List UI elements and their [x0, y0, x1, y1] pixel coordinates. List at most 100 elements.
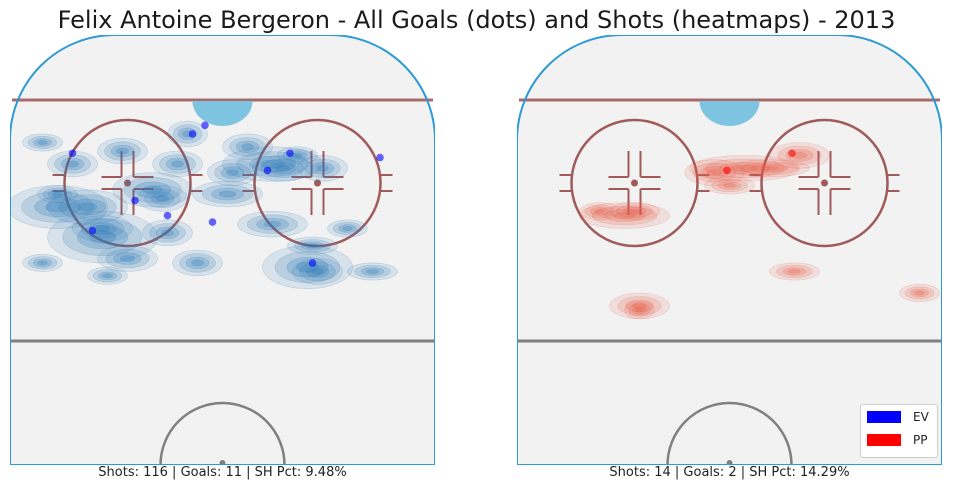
- heatmap-contour: [347, 262, 398, 281]
- heatmap-contour: [311, 268, 324, 275]
- heatmap-contour: [707, 169, 723, 176]
- heatmap-contour: [260, 159, 285, 169]
- legend-label-pp: PP: [913, 433, 928, 447]
- heatmap-contour: [37, 140, 48, 145]
- rink-pp-panel: [517, 35, 942, 465]
- heatmap-contour: [776, 265, 813, 278]
- heatmap-contour: [899, 284, 940, 302]
- heatmap-contour: [579, 202, 670, 229]
- heatmap-contour: [717, 181, 742, 190]
- heatmap-contour: [616, 204, 653, 218]
- heatmap-contour: [256, 217, 289, 231]
- heatmap-contour: [327, 219, 368, 238]
- goal-point: [376, 153, 384, 162]
- heatmap-contour: [123, 177, 182, 203]
- heatmap-contour: [97, 245, 158, 272]
- rink-ev-panel: [10, 35, 435, 465]
- heatmap-contour: [584, 204, 615, 218]
- heatmap-contour: [37, 185, 78, 204]
- heatmap-contour: [47, 211, 158, 264]
- heatmap-contour: [274, 164, 290, 172]
- heatmap-contour: [579, 202, 620, 221]
- goal-point: [188, 130, 197, 138]
- heatmap-contour: [47, 189, 67, 199]
- heatmap-contour: [150, 192, 175, 205]
- heatmap-contour: [133, 181, 172, 199]
- legend-swatch-ev: [867, 411, 901, 423]
- heatmap-contour: [260, 158, 305, 178]
- heatmap-contour: [622, 207, 647, 216]
- heatmap-contour: [723, 183, 736, 188]
- heatmap-contour: [161, 229, 174, 237]
- heatmap-contour: [236, 151, 309, 177]
- heatmap-contour: [617, 296, 662, 316]
- heatmap-contour: [185, 256, 210, 270]
- heatmap-contour: [782, 267, 807, 276]
- heatmap-contour: [102, 273, 113, 279]
- heatmap-contour: [156, 195, 169, 202]
- heatmap-contour: [609, 292, 670, 320]
- heatmap-contour: [914, 290, 925, 296]
- heatmap-contour: [22, 133, 63, 152]
- heatmap-contour: [684, 159, 745, 186]
- heatmap-contour: [32, 138, 52, 147]
- heatmap-contour: [89, 230, 117, 244]
- heatmap-contour: [591, 206, 658, 226]
- heatmap-contour: [144, 188, 181, 208]
- heatmap-contour: [87, 266, 128, 285]
- heatmap-contour: [632, 305, 647, 315]
- faceoff-dot: [314, 179, 321, 187]
- heatmap-contour: [292, 153, 303, 158]
- heatmap-contour: [45, 201, 70, 213]
- heatmap-contour: [172, 249, 223, 277]
- heatmap-contour: [149, 223, 186, 243]
- heatmap-contour: [37, 260, 48, 266]
- heatmap-contour: [287, 236, 338, 255]
- heatmap-contour: [72, 215, 133, 242]
- heatmap-contour: [68, 198, 107, 216]
- heatmap-contour: [300, 241, 325, 250]
- heatmap-contour: [263, 220, 282, 228]
- heatmap-contour: [594, 208, 605, 214]
- rink-ice: [517, 35, 942, 465]
- legend-item-pp: PP: [867, 433, 927, 447]
- heatmap-contour: [152, 150, 203, 178]
- heatmap-contour: [142, 219, 193, 247]
- goal-crease: [192, 101, 253, 126]
- heatmap-contour: [207, 159, 258, 186]
- heatmap-contour: [310, 162, 335, 175]
- heatmap-contour: [366, 269, 379, 274]
- heatmap-contour: [740, 161, 799, 175]
- faceoff-dot: [124, 179, 131, 187]
- heatmap-contour: [214, 163, 251, 183]
- heatmap-contour: [590, 207, 610, 216]
- heatmap-contour: [159, 154, 196, 174]
- heatmap-contour: [155, 226, 180, 240]
- heatmap-contour: [52, 191, 63, 197]
- heatmap-contour: [105, 249, 150, 269]
- faceoff-circle-left: [63, 118, 192, 248]
- heatmap-contour: [904, 286, 935, 300]
- heatmap-contour: [237, 211, 308, 238]
- heatmap-contour: [777, 145, 822, 165]
- heatmap-contour: [165, 157, 190, 171]
- heatmap-contour: [27, 256, 58, 270]
- heatmap-contour: [27, 136, 58, 149]
- heatmap-contour: [34, 196, 81, 218]
- heatmap-contour: [191, 259, 204, 267]
- heatmap-contour: [192, 180, 263, 208]
- heatmap-contour: [342, 226, 353, 231]
- heatmap-contour: [305, 265, 330, 278]
- heatmap-contour: [337, 224, 357, 233]
- heatmap-contour: [769, 142, 830, 169]
- heatmap-contour: [247, 214, 299, 234]
- goal-point: [286, 149, 294, 158]
- heatmap-contour: [142, 185, 163, 195]
- heatmap-contour: [42, 187, 73, 201]
- goal-point: [308, 259, 317, 267]
- goal-point: [788, 149, 796, 158]
- heatmap-contour: [62, 218, 143, 256]
- heatmap-contour: [360, 267, 385, 276]
- heatmap-contour: [788, 269, 801, 274]
- heatmap-contour: [179, 253, 216, 273]
